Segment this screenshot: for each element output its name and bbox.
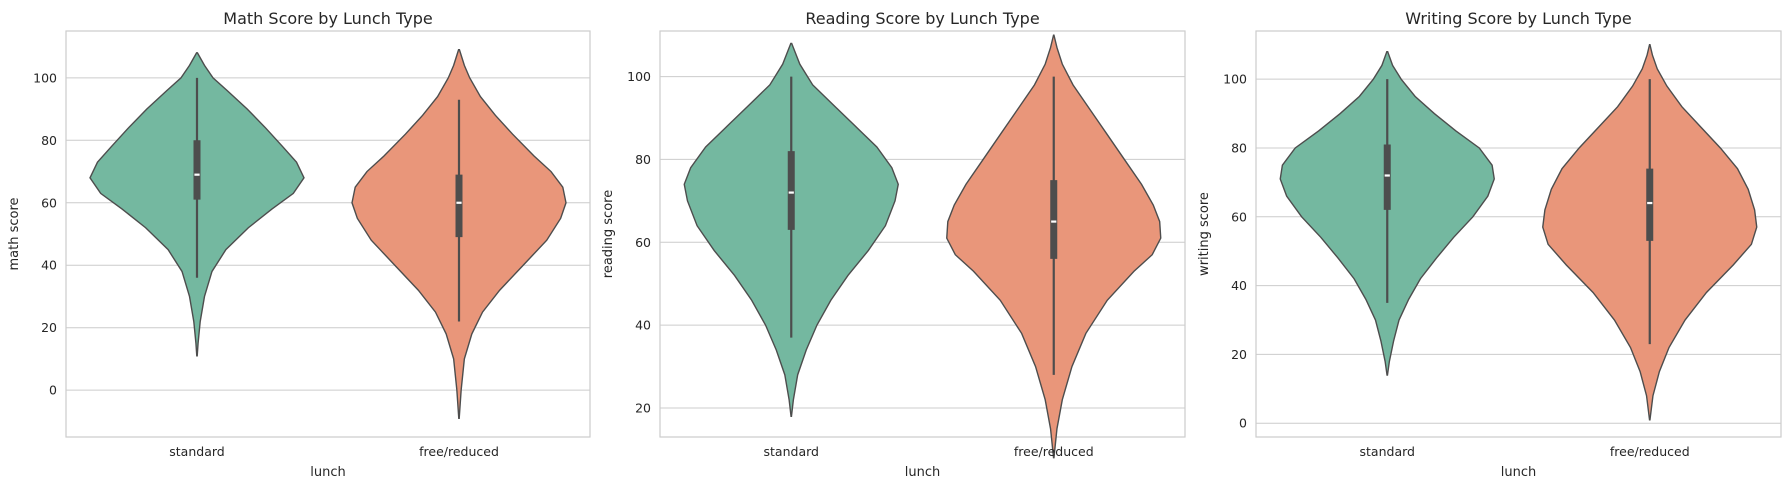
- chart-panel-2: 20 40 60 80 100 standard free/reduced lunch read…: [601, 9, 1186, 480]
- y-tick-label: 100: [33, 70, 57, 85]
- y-tick-label: 60: [635, 235, 651, 250]
- y-tick-label: 0: [1239, 416, 1247, 431]
- y-tick-label: 20: [1231, 347, 1247, 362]
- x-tick-label: standard: [1360, 444, 1415, 459]
- y-tick-label: 80: [41, 133, 57, 148]
- y-tick-label: 100: [1223, 72, 1247, 87]
- plot-frame: [65, 30, 591, 438]
- x-tick-label: free/reduced: [419, 444, 499, 459]
- x-tick-label: free/reduced: [1014, 444, 1094, 459]
- y-tick-label: 0: [49, 383, 57, 398]
- chart-panel-1: 0 20 40 60 80 100 standard free/reduced lunch mat…: [7, 9, 591, 480]
- y-tick-label: 20: [635, 401, 651, 416]
- y-axis-label: writing score: [1197, 192, 1212, 276]
- y-tick-label: 80: [635, 152, 651, 167]
- chart-title: Math Score by Lunch Type: [223, 9, 432, 28]
- x-axis-label: lunch: [905, 465, 940, 480]
- x-axis-label: lunch: [1501, 465, 1536, 480]
- x-axis-label: lunch: [310, 465, 345, 480]
- plot-frame: [1255, 30, 1782, 438]
- y-tick-label: 60: [1231, 209, 1247, 224]
- x-tick-label: standard: [764, 444, 819, 459]
- y-tick-label: 40: [1231, 278, 1247, 293]
- chart-title: Reading Score by Lunch Type: [805, 9, 1039, 28]
- y-axis-label: math score: [7, 197, 22, 270]
- y-tick-label: 60: [41, 195, 57, 210]
- x-tick-label: free/reduced: [1610, 444, 1690, 459]
- y-tick-label: 20: [41, 320, 57, 335]
- x-tick-label: standard: [169, 444, 224, 459]
- y-tick-label: 40: [635, 318, 651, 333]
- y-tick-label: 100: [627, 69, 651, 84]
- y-tick-label: 80: [1231, 140, 1247, 155]
- y-axis-label: reading score: [601, 190, 616, 278]
- chart-panel-3: 0 20 40 60 80 100 standard free/reduced lunch wri…: [1197, 9, 1782, 480]
- chart-title: Writing Score by Lunch Type: [1405, 9, 1632, 28]
- plot-frame: [659, 30, 1186, 438]
- y-tick-label: 40: [41, 258, 57, 273]
